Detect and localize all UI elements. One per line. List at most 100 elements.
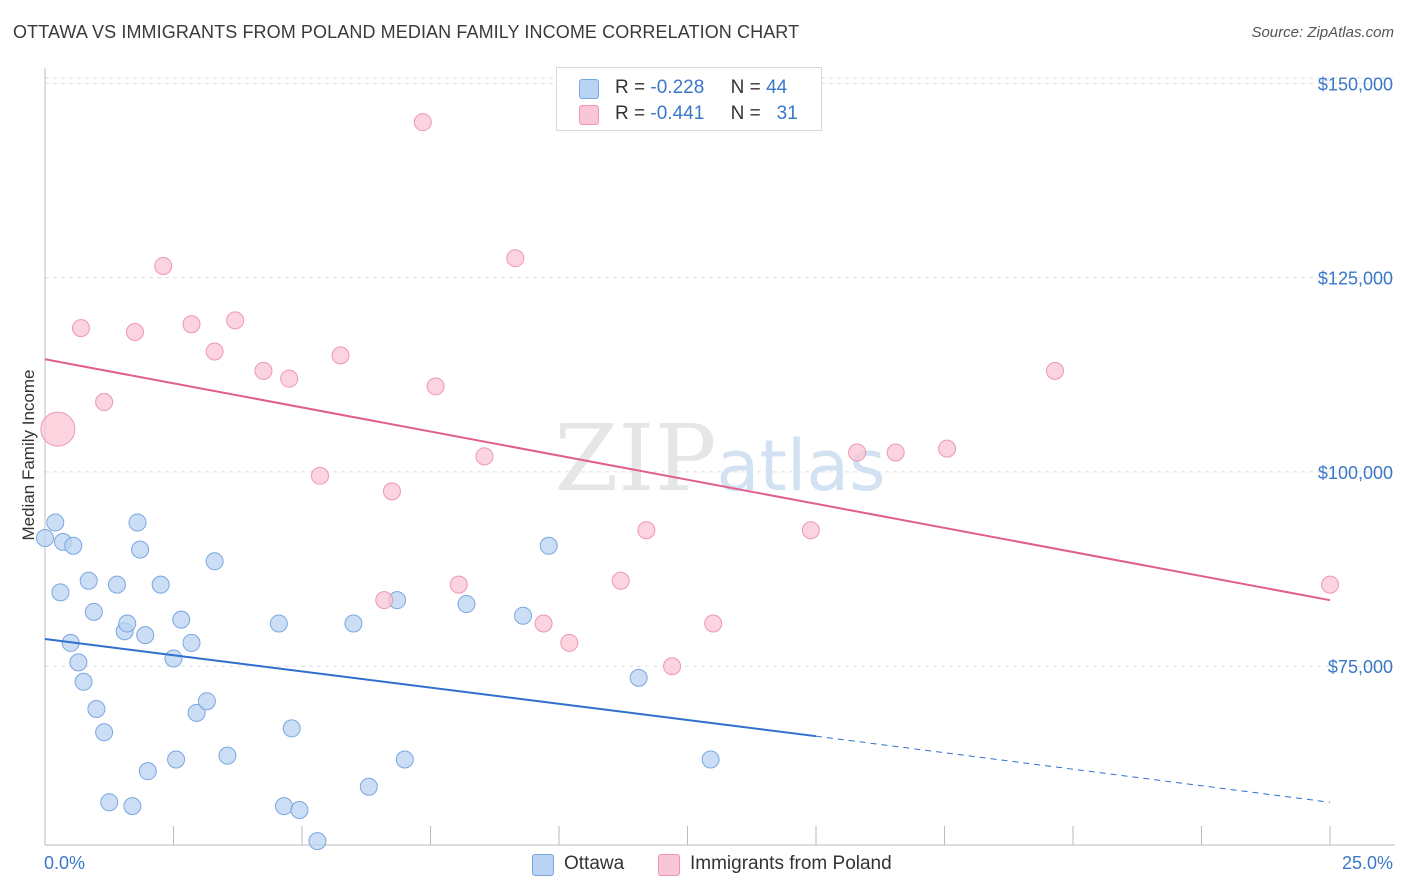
legend-text-ottawa: R = -0.228 N = 44 bbox=[615, 77, 787, 99]
ottawa-point bbox=[128, 513, 147, 532]
ottawa-point bbox=[205, 552, 224, 571]
poland-point bbox=[310, 466, 329, 485]
poland-point bbox=[254, 361, 273, 380]
ottawa-point bbox=[123, 797, 142, 816]
n-value: 31 bbox=[776, 103, 798, 124]
poland-point bbox=[205, 342, 224, 361]
ottawa-point bbox=[308, 832, 327, 851]
ottawa-point bbox=[84, 602, 103, 621]
ottawa-point bbox=[100, 793, 119, 812]
ottawa-point bbox=[290, 801, 309, 820]
poland-point bbox=[125, 323, 144, 342]
legend-label-poland: Immigrants from Poland bbox=[690, 853, 892, 874]
x-tick-label: 0.0% bbox=[44, 853, 85, 873]
ottawa-point bbox=[187, 703, 206, 722]
ottawa-point bbox=[46, 513, 65, 532]
poland-point bbox=[95, 392, 114, 411]
poland-point bbox=[226, 311, 245, 330]
r-label: R = bbox=[615, 77, 646, 98]
poland-point bbox=[280, 369, 299, 388]
ottawa-point bbox=[87, 699, 106, 718]
ottawa-point bbox=[74, 672, 93, 691]
x-tick-label: 25.0% bbox=[1342, 853, 1393, 873]
poland-point bbox=[704, 614, 723, 633]
y-axis-label: Median Family Income bbox=[19, 369, 38, 541]
watermark: ZIPatlas bbox=[554, 405, 885, 512]
chart-title: OTTAWA VS IMMIGRANTS FROM POLAND MEDIAN … bbox=[13, 22, 800, 42]
ottawa-point bbox=[701, 750, 720, 769]
y-tick-label: $100,000 bbox=[1318, 463, 1393, 483]
ottawa-point bbox=[79, 571, 98, 590]
poland-point bbox=[886, 443, 905, 462]
poland-point bbox=[1321, 575, 1339, 594]
ottawa-point bbox=[69, 653, 88, 672]
ottawa-point bbox=[275, 797, 294, 816]
ottawa-point bbox=[164, 649, 183, 668]
poland-point bbox=[801, 521, 820, 540]
ottawa-point bbox=[131, 540, 150, 559]
n-label: N = bbox=[730, 103, 761, 124]
r-value: -0.441 bbox=[650, 103, 705, 124]
poland-swatch bbox=[579, 105, 599, 125]
poland-point bbox=[40, 411, 76, 447]
poland-point bbox=[611, 571, 630, 590]
ottawa-trend-line bbox=[44, 638, 817, 738]
r-value: -0.228 bbox=[650, 77, 705, 98]
y-tick-label: $150,000 bbox=[1318, 74, 1393, 94]
poland-point bbox=[938, 439, 957, 458]
poland-point bbox=[382, 482, 401, 501]
ottawa-point bbox=[282, 719, 301, 738]
poland-point bbox=[637, 521, 656, 540]
ottawa-trend-extension bbox=[815, 735, 1331, 803]
poland-point bbox=[534, 614, 553, 633]
ottawa-point bbox=[36, 528, 54, 547]
ottawa-point bbox=[118, 614, 137, 633]
watermark-zip: ZIP bbox=[554, 405, 716, 512]
poland-point bbox=[331, 346, 350, 365]
ottawa-point bbox=[197, 692, 216, 711]
correlation-legend: R = -0.228 N = 44 R = -0.441 N = 31 bbox=[556, 67, 822, 131]
ottawa-point bbox=[457, 595, 476, 614]
poland-point bbox=[1046, 361, 1065, 380]
ottawa-point bbox=[269, 614, 288, 633]
poland-point bbox=[449, 575, 468, 594]
ottawa-point bbox=[136, 626, 155, 645]
ottawa-point bbox=[218, 746, 237, 765]
poland-point bbox=[475, 447, 494, 466]
ottawa-point bbox=[182, 633, 201, 652]
poland-point bbox=[426, 377, 445, 396]
n-label: N = bbox=[730, 77, 761, 98]
y-tick-label: $125,000 bbox=[1318, 269, 1393, 289]
n-value: 44 bbox=[766, 77, 788, 98]
ottawa-point bbox=[138, 762, 157, 781]
watermark-atlas: atlas bbox=[717, 425, 886, 507]
ottawa-point bbox=[172, 610, 191, 629]
ottawa-point bbox=[395, 750, 414, 769]
y-tick-label: $75,000 bbox=[1328, 657, 1393, 677]
source-label: Source: ZipAtlas.com bbox=[1251, 24, 1394, 41]
poland-point bbox=[154, 256, 173, 275]
legend-label-ottawa: Ottawa bbox=[564, 853, 625, 874]
ottawa-point bbox=[51, 583, 70, 602]
poland-trend-line bbox=[44, 358, 1331, 602]
ottawa-point bbox=[167, 750, 186, 769]
ottawa-point bbox=[151, 575, 170, 594]
legend-text-poland: R = -0.441 N = 31 bbox=[615, 103, 798, 125]
poland-point bbox=[848, 443, 867, 462]
poland-point bbox=[506, 249, 525, 268]
poland-point bbox=[71, 319, 90, 338]
poland-point bbox=[413, 113, 432, 132]
ottawa-point bbox=[539, 536, 558, 555]
poland-point bbox=[560, 633, 579, 652]
ottawa-swatch bbox=[579, 79, 599, 99]
ottawa-point bbox=[95, 723, 114, 742]
ottawa-point bbox=[344, 614, 363, 633]
ottawa-point bbox=[359, 777, 378, 796]
series-legend: Ottawa Immigrants from Poland bbox=[0, 852, 1406, 878]
poland-point bbox=[182, 315, 201, 334]
ottawa-point bbox=[64, 536, 83, 555]
r-label: R = bbox=[615, 103, 646, 124]
poland-point bbox=[375, 591, 394, 610]
ottawa-swatch bbox=[532, 854, 554, 876]
